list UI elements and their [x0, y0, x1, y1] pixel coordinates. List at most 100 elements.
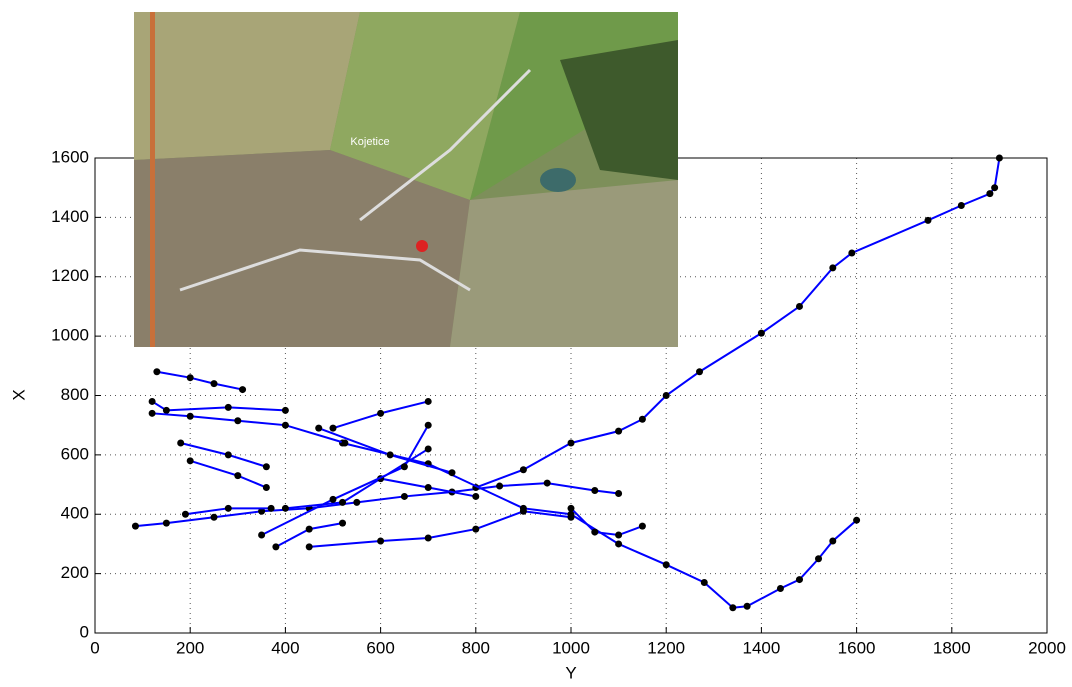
y-tick-label: 400 [61, 504, 89, 523]
map-road [150, 12, 155, 347]
network-line [190, 461, 266, 488]
y-tick-label: 600 [61, 444, 89, 463]
y-tick-label: 1200 [51, 266, 89, 285]
x-tick-label: 1400 [742, 638, 780, 657]
node-point [282, 505, 289, 512]
node-point [387, 451, 394, 458]
node-point [353, 499, 360, 506]
node-point [925, 217, 932, 224]
node-point [568, 505, 575, 512]
y-tick-label: 800 [61, 385, 89, 404]
node-point [425, 422, 432, 429]
y-tick-label: 1000 [51, 326, 89, 345]
y-tick-label: 1400 [51, 207, 89, 226]
x-tick-label: 2000 [1028, 638, 1066, 657]
node-point [639, 523, 646, 530]
node-point [591, 487, 598, 494]
x-tick-label: 0 [90, 638, 99, 657]
node-point [958, 202, 965, 209]
node-point [425, 398, 432, 405]
node-point [341, 440, 348, 447]
node-point [239, 386, 246, 393]
y-tick-label: 200 [61, 563, 89, 582]
node-point [339, 499, 346, 506]
node-point [263, 463, 270, 470]
node-point [991, 184, 998, 191]
node-point [177, 440, 184, 447]
node-point [829, 537, 836, 544]
node-point [615, 428, 622, 435]
network-line [181, 443, 267, 467]
node-point [663, 392, 670, 399]
node-point [132, 523, 139, 530]
node-point [306, 526, 313, 533]
map-label: Kojetice [350, 136, 389, 148]
node-point [234, 417, 241, 424]
node-point [796, 303, 803, 310]
map-field [134, 12, 360, 160]
node-point [615, 490, 622, 497]
node-point [258, 532, 265, 539]
node-point [758, 330, 765, 337]
node-point [639, 416, 646, 423]
node-point [163, 520, 170, 527]
node-point [615, 532, 622, 539]
node-point [591, 529, 598, 536]
network-line [319, 428, 452, 473]
node-point [225, 451, 232, 458]
node-point [149, 410, 156, 417]
node-point [149, 398, 156, 405]
node-point [211, 514, 218, 521]
x-tick-label: 1800 [933, 638, 971, 657]
network-line [343, 443, 857, 608]
map-pin [416, 240, 428, 252]
y-tick-label: 1600 [51, 147, 89, 166]
node-point [282, 422, 289, 429]
node-point [544, 480, 551, 487]
node-point [330, 425, 337, 432]
x-axis-label: Y [565, 663, 576, 682]
node-point [472, 493, 479, 500]
x-tick-label: 200 [176, 638, 204, 657]
node-point [777, 585, 784, 592]
map-pond [540, 168, 576, 192]
node-point [187, 374, 194, 381]
node-point [268, 505, 275, 512]
x-tick-label: 600 [366, 638, 394, 657]
node-point [401, 493, 408, 500]
node-point [425, 484, 432, 491]
x-tick-label: 1000 [552, 638, 590, 657]
node-point [986, 190, 993, 197]
y-axis-label: X [9, 389, 28, 400]
map-field [450, 180, 678, 347]
network-line [157, 372, 243, 390]
node-point [401, 463, 408, 470]
node-point [520, 508, 527, 515]
aerial-inset: Kojetice [134, 12, 678, 347]
node-point [225, 505, 232, 512]
node-point [187, 457, 194, 464]
x-tick-label: 800 [462, 638, 490, 657]
node-point [796, 576, 803, 583]
network-line [152, 401, 285, 410]
x-tick-label: 1600 [838, 638, 876, 657]
node-point [701, 579, 708, 586]
node-point [182, 511, 189, 518]
node-point [472, 526, 479, 533]
chart: 0200400600800100012001400160018002000020… [0, 0, 1072, 682]
node-point [848, 250, 855, 257]
node-point [496, 483, 503, 490]
node-point [163, 407, 170, 414]
x-tick-label: 1200 [647, 638, 685, 657]
node-point [282, 407, 289, 414]
node-point [996, 155, 1003, 162]
node-point [425, 445, 432, 452]
node-point [330, 496, 337, 503]
node-point [663, 561, 670, 568]
node-point [153, 368, 160, 375]
node-point [696, 368, 703, 375]
node-point [315, 425, 322, 432]
node-point [377, 410, 384, 417]
node-point [425, 535, 432, 542]
node-point [263, 484, 270, 491]
